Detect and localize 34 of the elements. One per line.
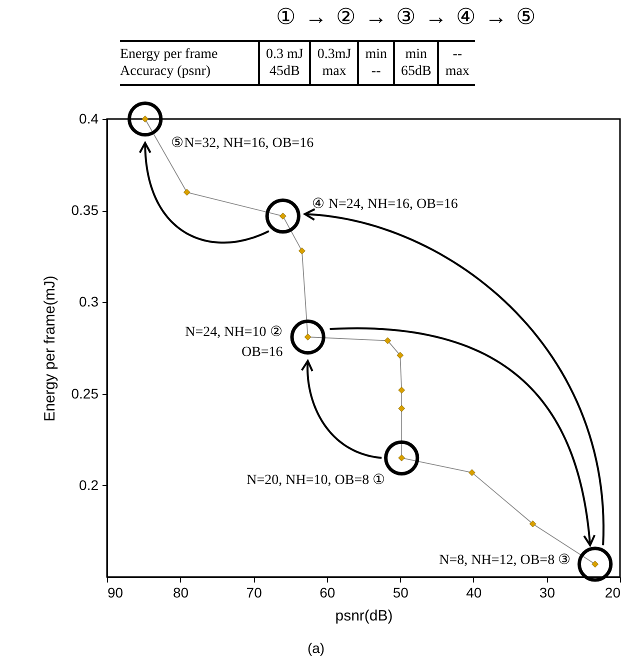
text: -- [371,64,381,79]
y-axis-title: Energy per frame(mJ) [41,276,58,422]
text: (a) [306,640,326,656]
text: ①→②→③→④→⑤ [276,4,546,30]
text: Energy per frame [120,47,218,62]
text: Accuracy (psnr) [120,64,211,79]
annotation: N=24, NH=10 ② OB=16 [185,325,283,360]
x-tick-label: 50 [392,584,409,600]
annotation: N=8, NH=12, OB=8 ③ [439,553,572,568]
text: 0.3 mJ [266,47,304,62]
text: max [445,64,470,79]
x-axis-title: psnr(dB) [335,608,393,624]
text: max [322,64,346,79]
text: 0.3mJ [317,47,352,62]
y-tick-label: 0.25 [71,385,99,402]
y-tick-label: 0.2 [79,476,99,493]
annotation: N=20, NH=10, OB=8 ① [246,472,386,488]
x-tick-label: 20 [604,584,621,600]
y-tick-label: 0.3 [79,294,99,310]
text: min [405,47,428,62]
text: 45dB [270,64,300,79]
x-tick-label: 70 [246,584,262,600]
x-tick-label: 40 [466,584,482,600]
annotation: ⑤N=32, NH=16, OB=16 [171,136,314,151]
text: min [365,47,387,62]
x-tick-label: 90 [108,584,124,600]
text: 65dB [400,64,432,79]
annotation: ④ N=24, NH=16, OB=16 [312,197,458,212]
y-tick-label: 0.4 [79,110,99,126]
x-tick-label: 80 [172,584,189,600]
x-tick-label: 60 [320,584,336,600]
text: -- [452,47,462,62]
y-tick-label: 0.35 [71,202,99,218]
x-tick-label: 30 [539,584,556,600]
